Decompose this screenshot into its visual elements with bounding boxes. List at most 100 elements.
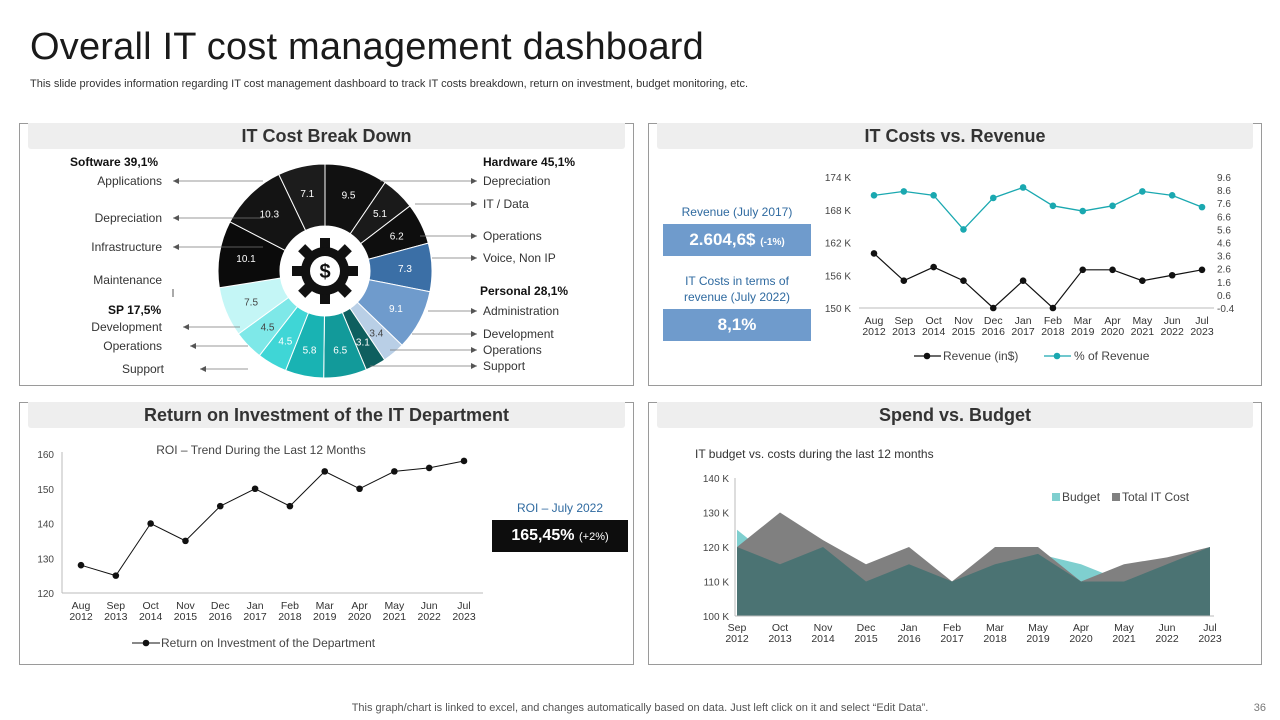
- budget-x-tick-year: 2020: [1069, 633, 1093, 645]
- roi-x-tick-year: 2015: [174, 611, 198, 623]
- page-title: Overall IT cost management dashboard: [30, 26, 704, 68]
- revenue-kpi-label: Revenue (July 2017): [681, 205, 793, 219]
- legend-pct-marker: [1053, 352, 1061, 360]
- right-arrowhead-0: [471, 178, 477, 184]
- roi-x-tick-year: 2022: [418, 611, 442, 623]
- right-arrowhead-5: [471, 331, 477, 337]
- pie-label-0: 9.5: [342, 191, 356, 202]
- roi-point: [182, 537, 189, 545]
- it-costs-kpi-value: 8,1%: [717, 315, 757, 334]
- legend-budget-swatch: [1052, 493, 1060, 501]
- roi-y-tick: 160: [37, 450, 54, 461]
- revenue-point: [1079, 266, 1087, 274]
- rev-x-tick-month: Dec: [984, 315, 1003, 327]
- gear-tooth: [346, 266, 358, 276]
- pct-revenue-point: [989, 194, 997, 202]
- pie-label-2: 6.2: [390, 232, 404, 243]
- rev-x-tick-month: Mar: [1074, 315, 1093, 327]
- roi-x-tick-year: 2019: [313, 611, 337, 623]
- roi-kpi-box: 165,45% (+2%): [492, 520, 628, 552]
- roi-y-tick: 130: [37, 554, 54, 565]
- rev-x-tick-year: 2019: [1071, 326, 1095, 338]
- left-arrowhead-4: [183, 324, 189, 330]
- rev-x-tick-year: 2014: [922, 326, 946, 338]
- it-costs-kpi-label: IT Costs in terms of revenue (July 2022): [683, 274, 791, 304]
- budget-x-tick-year: 2021: [1112, 633, 1136, 645]
- budget-y-tick: 120 K: [703, 543, 729, 554]
- rev-x-tick-year: 2016: [982, 326, 1006, 338]
- pct-revenue-point: [1168, 192, 1176, 199]
- left-arrowhead-1: [173, 215, 179, 221]
- pct-revenue-point: [960, 226, 967, 233]
- roi-x-tick-month: Sep: [106, 600, 125, 612]
- left-label-2: Infrastructure: [91, 240, 162, 254]
- roi-kpi-label: ROI – July 2022: [516, 501, 604, 515]
- rev-x-tick-year: 2013: [892, 326, 916, 338]
- budget-x-tick-year: 2019: [1026, 633, 1050, 645]
- roi-x-tick-year: 2020: [348, 611, 372, 623]
- budget-x-tick-year: 2022: [1155, 633, 1179, 645]
- pie-label-6: 3.1: [356, 337, 370, 348]
- rev-x-tick-year: 2023: [1190, 326, 1214, 338]
- costs-revenue-chart: 174 K 168 K 162 K 156 K 150 K 9.6 8.6 7.6 6.6 5.6…: [825, 173, 1235, 363]
- budget-x-tick-month: Mar: [986, 622, 1005, 634]
- rev-y-tick: 174 K: [825, 173, 851, 184]
- roi-point: [112, 572, 120, 579]
- pct-revenue-line: [873, 186, 1203, 231]
- rev-y2-tick: 6.6: [1217, 212, 1231, 223]
- legend-total-swatch: [1112, 493, 1120, 501]
- legend-revenue-label: Revenue (in$): [943, 349, 1018, 363]
- revenue-point: [1019, 277, 1027, 285]
- roi-point: [147, 520, 154, 527]
- rev-x-tick-year: 2021: [1131, 326, 1155, 338]
- rev-y2-tick: 2.6: [1217, 265, 1231, 276]
- rev-x-tick-year: 2020: [1101, 326, 1125, 338]
- rev-y2-tick: 4.6: [1217, 239, 1231, 250]
- page-number: 36: [1253, 702, 1266, 714]
- legend-pct-label: % of Revenue: [1074, 349, 1150, 363]
- roi-kpi-change: (+2%): [578, 531, 609, 543]
- roi-y-tick: 140: [37, 520, 54, 531]
- roi-x-tick-month: Aug: [72, 600, 91, 612]
- budget-chart-title: IT budget vs. costs during the last 12 m…: [695, 447, 934, 461]
- rev-x-tick-month: Oct: [925, 315, 941, 327]
- budget-x-tick-year: 2014: [811, 633, 835, 645]
- panel-title-roi: Return on Investment of the IT Departmen…: [28, 402, 625, 428]
- roi-x-tick-year: 2021: [383, 611, 407, 623]
- pct-revenue-point: [900, 188, 908, 195]
- legend-roi-marker: [142, 639, 150, 647]
- rev-y2-tick: 3.6: [1217, 252, 1231, 263]
- pct-revenue-point: [1079, 207, 1087, 215]
- right-arrowhead-7: [471, 363, 477, 369]
- revenue-kpi-change: (-1%): [760, 237, 785, 248]
- roi-x-tick-month: May: [384, 600, 405, 612]
- roi-chart-title: ROI – Trend During the Last 12 Months: [156, 443, 365, 457]
- left-label-1: Depreciation: [95, 211, 162, 225]
- rev-x-tick-year: 2017: [1011, 326, 1035, 338]
- budget-x-tick-month: May: [1028, 622, 1049, 634]
- panel-roi: Return on Investment of the IT Departmen…: [19, 402, 634, 665]
- rev-y2-tick: 8.6: [1217, 186, 1231, 197]
- budget-y-tick: 100 K: [703, 612, 729, 623]
- left-label-5: Operations: [103, 339, 162, 353]
- revenue-point: [989, 304, 997, 312]
- rev-y-tick: 168 K: [825, 206, 851, 217]
- roi-point: [391, 468, 398, 475]
- gear-tooth: [320, 238, 330, 250]
- left-arrowhead-6: [200, 366, 206, 372]
- budget-x-tick-year: 2017: [940, 633, 964, 645]
- legend-budget-label: Budget: [1062, 490, 1101, 504]
- rev-x-tick-year: 2018: [1041, 326, 1065, 338]
- rev-y-tick: 162 K: [825, 239, 851, 250]
- pie-label-11: 7.5: [244, 298, 258, 309]
- revenue-kpi-value: 2.604,6$: [689, 230, 756, 249]
- budget-x-tick-year: 2016: [897, 633, 921, 645]
- right-label-5: Development: [483, 327, 554, 341]
- panel-spend-budget: Spend vs. Budget IT budget vs. costs dur…: [648, 402, 1262, 665]
- rev-y-tick: 150 K: [825, 304, 851, 315]
- budget-x-tick-year: 2018: [983, 633, 1007, 645]
- budget-x-tick-month: May: [1114, 622, 1135, 634]
- roi-x-tick-month: Dec: [211, 600, 230, 612]
- gear-inner: [310, 256, 340, 286]
- page-subtitle: This slide provides information regardin…: [30, 78, 749, 90]
